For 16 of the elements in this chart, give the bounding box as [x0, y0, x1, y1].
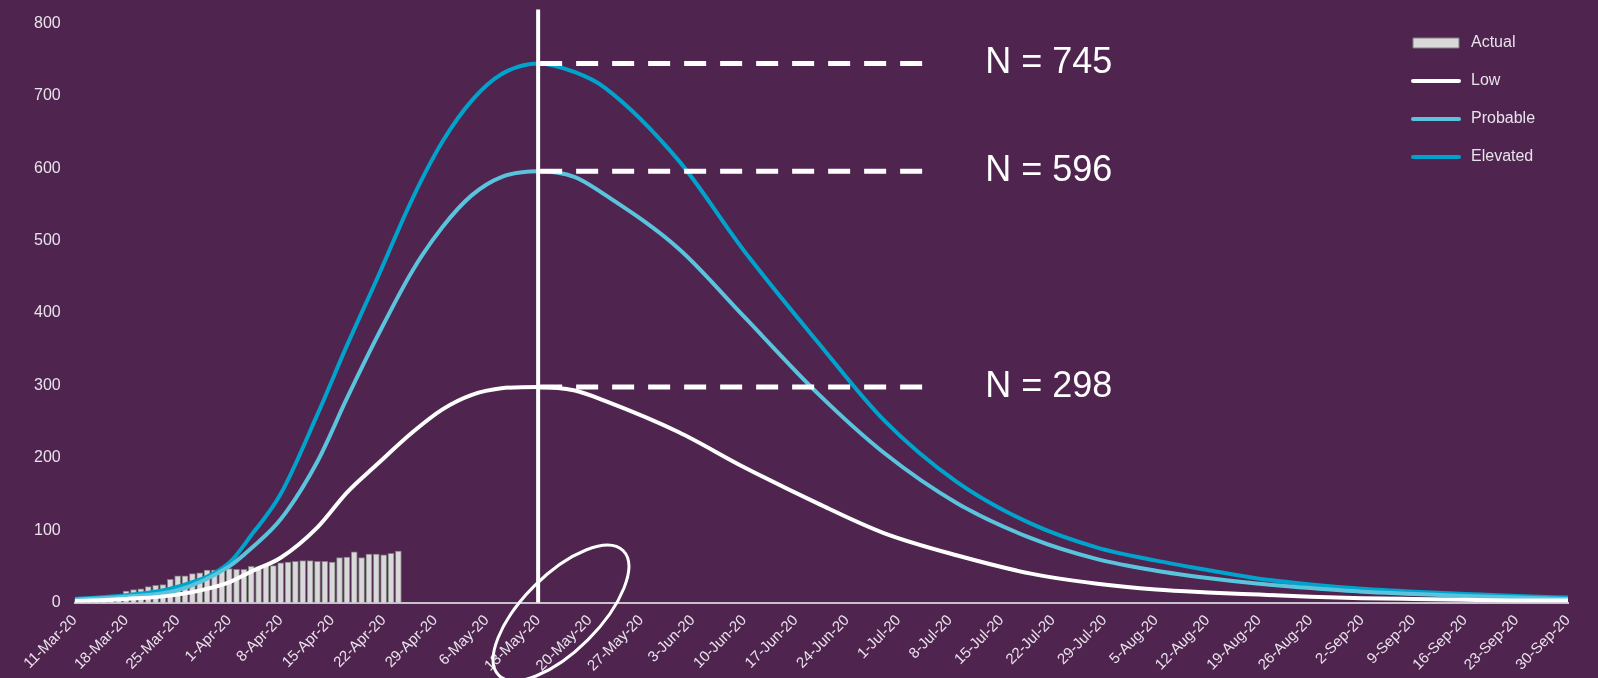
ref-line-label: N = 298 — [985, 363, 1113, 405]
y-tick-label: 400 — [33, 303, 61, 321]
y-tick-label: 100 — [33, 520, 61, 538]
y-tick-label: 800 — [33, 14, 61, 32]
y-tick-label: 500 — [33, 231, 61, 249]
ref-line-label: N = 596 — [985, 148, 1113, 190]
y-tick-label: 300 — [33, 375, 61, 393]
legend-label: Probable — [1471, 109, 1536, 127]
ref-line-label: N = 745 — [985, 40, 1113, 82]
y-tick-label: 600 — [33, 158, 61, 176]
y-tick-label: 700 — [33, 86, 61, 104]
legend-label: Actual — [1471, 33, 1516, 51]
legend-label: Low — [1471, 71, 1501, 89]
y-tick-label: 200 — [33, 448, 61, 466]
y-tick-label: 0 — [51, 592, 61, 610]
legend-label: Elevated — [1471, 147, 1534, 165]
